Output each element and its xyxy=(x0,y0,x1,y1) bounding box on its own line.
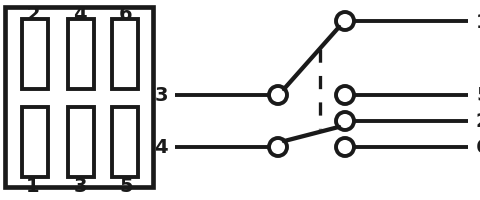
Text: 5: 5 xyxy=(475,86,480,105)
Bar xyxy=(68,107,94,177)
Text: 1: 1 xyxy=(475,12,480,31)
Circle shape xyxy=(336,13,353,31)
Circle shape xyxy=(336,112,353,130)
Bar xyxy=(22,107,48,177)
Bar xyxy=(112,20,138,90)
Text: 4: 4 xyxy=(73,5,86,24)
Text: 3: 3 xyxy=(154,86,168,105)
Text: 5: 5 xyxy=(119,176,132,195)
Text: 1: 1 xyxy=(26,176,40,195)
Bar xyxy=(68,20,94,90)
Text: 2: 2 xyxy=(26,5,40,24)
Text: 6: 6 xyxy=(475,138,480,157)
Text: 3: 3 xyxy=(73,176,86,195)
Bar xyxy=(22,20,48,90)
Circle shape xyxy=(268,138,287,156)
Circle shape xyxy=(268,87,287,104)
Text: 6: 6 xyxy=(119,5,132,24)
Text: 2: 2 xyxy=(475,112,480,131)
Text: 4: 4 xyxy=(154,138,168,157)
Circle shape xyxy=(336,138,353,156)
Circle shape xyxy=(336,87,353,104)
Bar xyxy=(112,107,138,177)
Bar xyxy=(5,8,153,187)
